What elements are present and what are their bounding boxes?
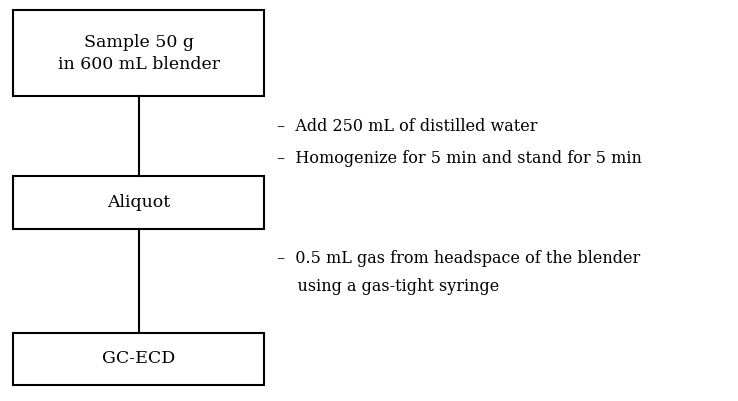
- Bar: [13, 333, 264, 385]
- Text: –  Homogenize for 5 min and stand for 5 min: – Homogenize for 5 min and stand for 5 m…: [277, 150, 641, 167]
- Bar: [13, 176, 264, 229]
- Text: GC-ECD: GC-ECD: [102, 350, 176, 367]
- Text: –  Add 250 mL of distilled water: – Add 250 mL of distilled water: [277, 118, 537, 135]
- Text: using a gas-tight syringe: using a gas-tight syringe: [277, 278, 499, 295]
- Text: Sample 50 g: Sample 50 g: [83, 34, 194, 51]
- Bar: [13, 10, 264, 96]
- Text: –  0.5 mL gas from headspace of the blender: – 0.5 mL gas from headspace of the blend…: [277, 250, 640, 267]
- Text: Aliquot: Aliquot: [107, 194, 170, 211]
- Text: in 600 mL blender: in 600 mL blender: [58, 56, 220, 73]
